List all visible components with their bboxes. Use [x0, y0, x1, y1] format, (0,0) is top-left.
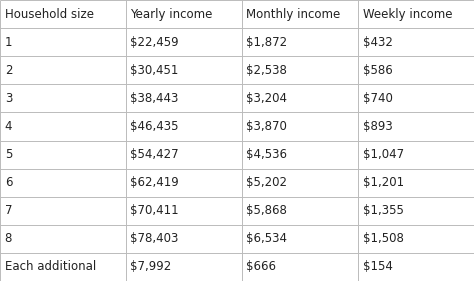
Text: $1,047: $1,047: [363, 148, 404, 161]
Text: $5,202: $5,202: [246, 176, 287, 189]
Text: 5: 5: [5, 148, 12, 161]
Text: 1: 1: [5, 36, 12, 49]
Text: $586: $586: [363, 64, 392, 77]
Text: 6: 6: [5, 176, 12, 189]
Text: $70,411: $70,411: [130, 204, 179, 217]
Text: $154: $154: [363, 260, 392, 273]
Text: $1,872: $1,872: [246, 36, 288, 49]
Text: $62,419: $62,419: [130, 176, 179, 189]
Text: Yearly income: Yearly income: [130, 8, 213, 21]
Text: $1,508: $1,508: [363, 232, 403, 245]
Text: $6,534: $6,534: [246, 232, 287, 245]
Text: 7: 7: [5, 204, 12, 217]
Text: Household size: Household size: [5, 8, 94, 21]
Text: $7,992: $7,992: [130, 260, 172, 273]
Text: Weekly income: Weekly income: [363, 8, 452, 21]
Text: $5,868: $5,868: [246, 204, 287, 217]
Text: 3: 3: [5, 92, 12, 105]
Text: 8: 8: [5, 232, 12, 245]
Text: $1,355: $1,355: [363, 204, 403, 217]
Text: $30,451: $30,451: [130, 64, 179, 77]
Text: $38,443: $38,443: [130, 92, 179, 105]
Text: $432: $432: [363, 36, 392, 49]
Text: 4: 4: [5, 120, 12, 133]
Text: $78,403: $78,403: [130, 232, 179, 245]
Text: $1,201: $1,201: [363, 176, 404, 189]
Text: $740: $740: [363, 92, 392, 105]
Text: Each additional: Each additional: [5, 260, 96, 273]
Text: $893: $893: [363, 120, 392, 133]
Text: $22,459: $22,459: [130, 36, 179, 49]
Text: $3,870: $3,870: [246, 120, 287, 133]
Text: $3,204: $3,204: [246, 92, 287, 105]
Text: $4,536: $4,536: [246, 148, 287, 161]
Text: $666: $666: [246, 260, 276, 273]
Text: 2: 2: [5, 64, 12, 77]
Text: $46,435: $46,435: [130, 120, 179, 133]
Text: $54,427: $54,427: [130, 148, 179, 161]
Text: Monthly income: Monthly income: [246, 8, 341, 21]
Text: $2,538: $2,538: [246, 64, 287, 77]
